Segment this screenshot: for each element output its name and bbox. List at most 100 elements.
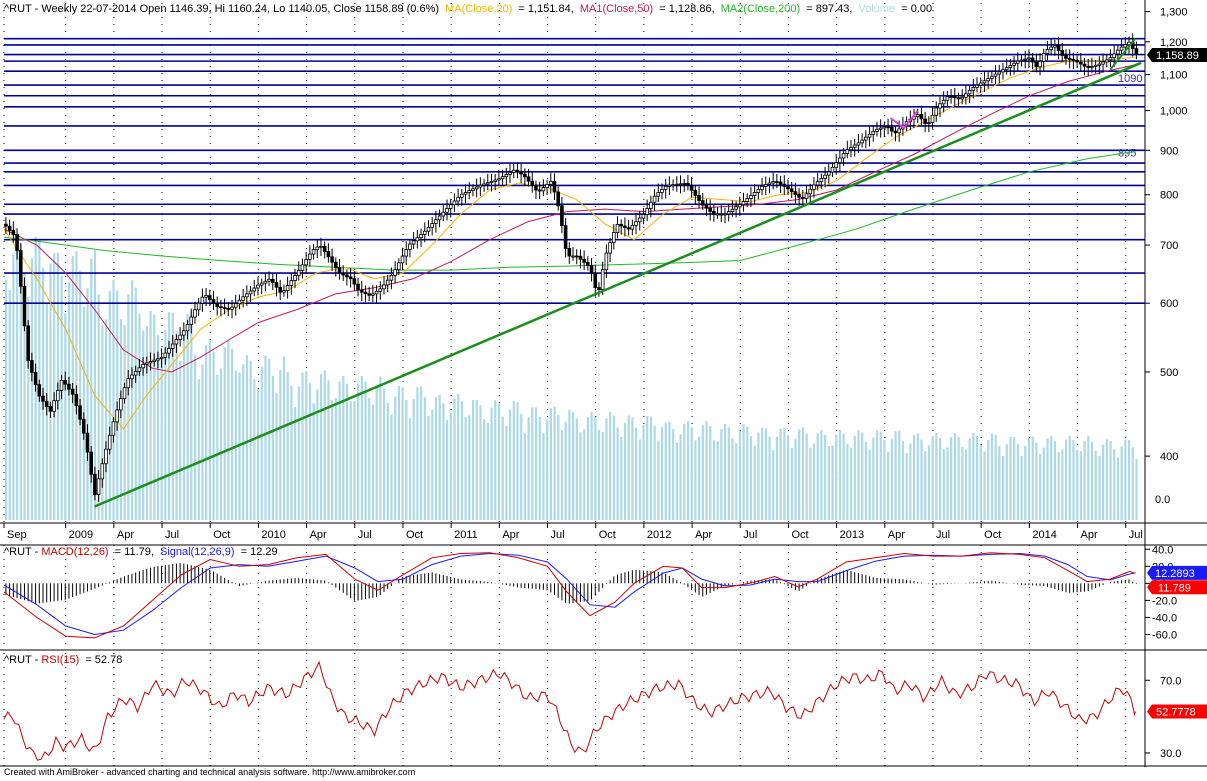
rsi-y-tick-label: 30.0 (1160, 748, 1181, 760)
candle-body (330, 256, 334, 263)
candle-body (1027, 57, 1031, 60)
candle-body (593, 272, 598, 288)
candle-body (815, 181, 820, 186)
volume-bar (308, 382, 312, 520)
volume-bar (987, 439, 990, 520)
rsi-panel-title: ^RUT - RSI(15) = 52.78 (4, 654, 122, 666)
volume-bar (408, 418, 412, 520)
volume-bar (1094, 450, 1097, 520)
volume-bar (509, 409, 512, 520)
rsi-value-tag (1147, 704, 1207, 719)
rsi-title-prefix: ^RUT - (4, 654, 41, 666)
volume-bar (735, 443, 738, 520)
volume-bar (875, 430, 879, 520)
volume-bar (931, 435, 934, 520)
candle-body (878, 127, 883, 130)
level-label: 895 (1118, 147, 1136, 159)
candle-body (789, 188, 794, 193)
candle-body (838, 157, 842, 164)
volume-bar (857, 430, 860, 520)
x-tick-label: Apr (502, 529, 519, 541)
volume-bar (1024, 445, 1027, 520)
volume-bar (301, 372, 304, 520)
volume-bar (727, 427, 730, 520)
candle-body (856, 142, 861, 146)
volume-bar (872, 437, 875, 520)
candle-body (919, 114, 924, 120)
x-tick-label: Apr (888, 529, 905, 541)
volume-bar (153, 314, 156, 520)
volume-bar (635, 427, 638, 520)
candle-body (226, 307, 231, 310)
volume-bar (242, 364, 245, 520)
candle-body (263, 280, 268, 284)
candle-body (841, 153, 846, 159)
volume-bar (842, 433, 845, 520)
candle-body (849, 146, 853, 151)
volume-bar (93, 250, 97, 520)
candle-body (378, 288, 383, 292)
candle-body (419, 234, 423, 239)
volume-bar (164, 329, 167, 520)
volume-bar (998, 445, 1001, 520)
candle-body (393, 269, 397, 276)
volume-bar (494, 400, 497, 520)
candle-body (778, 181, 783, 185)
candle-body (152, 359, 156, 362)
macd-y-tick-label: -40.0 (1152, 612, 1177, 624)
candle-body (304, 259, 308, 266)
candle-body (241, 296, 245, 301)
volume-bar (846, 443, 849, 520)
volume-bar (698, 436, 701, 520)
volume-bar (490, 407, 493, 520)
volume-bar (394, 396, 397, 520)
signal-legend: Signal(12,26,9) (160, 546, 235, 558)
candle-body (233, 303, 238, 308)
volume-bar (905, 453, 908, 520)
candle-body (56, 389, 60, 402)
volume-bar (416, 386, 419, 520)
y-tick-label: 400 (1160, 451, 1178, 463)
volume-bar (67, 282, 71, 520)
candle-body (337, 267, 342, 274)
volume-bar (434, 396, 438, 520)
macd-title-prefix: ^RUT - (4, 546, 41, 558)
candle-body (482, 183, 486, 186)
candle-body (311, 249, 316, 255)
candle-body (296, 269, 301, 276)
candle-body (359, 289, 364, 293)
volume-bar (723, 424, 727, 520)
volume-bar (1061, 449, 1064, 520)
volume-bar (938, 438, 942, 520)
volume-bar (101, 324, 104, 520)
volume-bar (375, 385, 378, 520)
candle-body (374, 290, 379, 295)
volume-bar (746, 426, 749, 520)
volume-bar (868, 449, 871, 520)
ma20-legend-value: = 1,151.84, (518, 3, 573, 15)
volume-bar (757, 432, 760, 520)
volume-bar (564, 421, 567, 520)
volume-bar (964, 449, 968, 520)
candle-body (270, 278, 275, 283)
signal-line (3, 552, 1136, 636)
candle-body (760, 186, 764, 190)
candle-body (682, 182, 687, 185)
candle-body (767, 182, 772, 185)
volume-bar (1109, 440, 1112, 520)
candle-body (578, 255, 583, 260)
volume-bar (1087, 436, 1090, 520)
candle-body (726, 211, 731, 215)
candle-body (230, 306, 234, 310)
candle-body (889, 126, 894, 132)
volume-bar (1042, 447, 1045, 520)
level-label: 1090 (1118, 73, 1142, 85)
volume-bar (879, 431, 882, 520)
candle-body (982, 80, 987, 84)
candle-body (1030, 57, 1035, 63)
volume-bar (442, 403, 445, 520)
volume-bar (453, 398, 456, 520)
candle-body (752, 192, 757, 196)
candle-body (185, 324, 190, 332)
volume-bar (201, 364, 204, 520)
